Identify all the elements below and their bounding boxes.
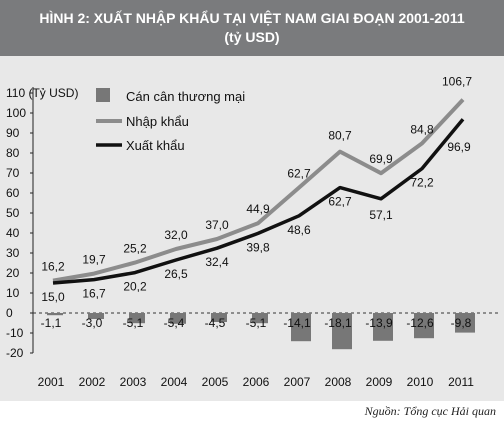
x-tick-label: 2011 (448, 375, 474, 389)
import-value-label: 84,8 (410, 122, 434, 136)
y-tick-label: 10 (6, 286, 20, 300)
import-value-label: 19,7 (82, 253, 106, 267)
legend-swatch-balance (96, 88, 110, 102)
export-value-label: 26,5 (164, 267, 188, 281)
chart-svg: -20 -10 0 10 20 30 40 50 60 70 80 90 100 110 (Tỷ USD)… (6, 75, 500, 389)
balance-bar-label: -12,6 (406, 316, 434, 330)
y-tick-label: 80 (6, 146, 20, 160)
y-tick-label: 30 (6, 246, 20, 260)
legend-label: Nhập khẩu (126, 114, 189, 129)
balance-bar-label: -5,4 (164, 316, 185, 330)
chart-subtitle: (tỷ USD) (224, 29, 280, 45)
export-line (52, 118, 465, 285)
balance-bar-label: -3,0 (82, 316, 103, 330)
balance-bar (252, 313, 268, 324)
export-value-label: 15,0 (41, 290, 65, 304)
balance-bar (88, 313, 104, 319)
balance-bar-label: -14,1 (283, 316, 311, 330)
y-tick-label: -10 (6, 326, 24, 340)
balance-bar (455, 313, 475, 333)
balance-bar (129, 313, 145, 324)
y-tick-label: -20 (6, 346, 24, 360)
y-tick-label: 90 (6, 126, 20, 140)
x-tick-label: 2005 (202, 375, 229, 389)
x-tick-label: 2004 (161, 375, 188, 389)
import-value-label: 106,7 (442, 75, 472, 89)
export-value-label: 20,2 (123, 280, 147, 294)
balance-bar-label: -1,1 (41, 316, 62, 330)
balance-bar-label: -13,9 (365, 316, 393, 330)
x-tick-label: 2009 (366, 375, 393, 389)
balance-bar-label: -5,1 (123, 316, 144, 330)
import-value-label: 80,7 (328, 129, 352, 143)
x-tick-label: 2002 (79, 375, 106, 389)
y-tick-label: 50 (6, 206, 20, 220)
balance-bar (47, 313, 63, 316)
import-value-label: 44,9 (246, 202, 270, 216)
export-value-label: 16,7 (82, 287, 106, 301)
balance-bar-label: -4,5 (205, 316, 226, 330)
legend-label: Xuất khẩu (126, 138, 185, 153)
x-tick-label: 2007 (284, 375, 311, 389)
export-value-label: 32,4 (205, 255, 229, 269)
import-value-label: 37,0 (205, 218, 229, 232)
y-tick-label: 20 (6, 266, 20, 280)
source-note: Nguồn: Tổng cục Hải quan (364, 404, 496, 418)
y-tick-label: 60 (6, 186, 20, 200)
y-tick-label: 100 (6, 106, 26, 120)
chart-header: HÌNH 2: XUẤT NHẬP KHẨU TẠI VIỆT NAM GIAI… (0, 0, 504, 56)
import-value-label: 69,9 (369, 152, 393, 166)
legend-label: Cán cân thương mại (126, 89, 245, 104)
balance-bar-label: -18,1 (324, 316, 352, 330)
export-value-label: 39,8 (246, 240, 270, 254)
export-value-label: 57,1 (369, 208, 393, 222)
balance-bar-label: -9,8 (451, 316, 472, 330)
y-tick-label: 70 (6, 166, 20, 180)
export-value-label: 48,6 (287, 223, 311, 237)
import-value-label: 62,7 (287, 167, 311, 181)
export-value-label: 72,2 (410, 176, 434, 190)
balance-bar (170, 313, 186, 324)
x-tick-label: 2010 (407, 375, 434, 389)
balance-bar-label: -5,1 (246, 316, 267, 330)
import-value-label: 16,2 (41, 260, 65, 274)
export-value-label: 62,7 (328, 195, 352, 209)
y-tick-label: 40 (6, 226, 20, 240)
x-tick-label: 2008 (325, 375, 352, 389)
balance-bar (291, 313, 311, 342)
balance-bar (211, 313, 227, 322)
import-value-label: 25,2 (123, 242, 147, 256)
import-line (52, 98, 465, 283)
x-tick-label: 2003 (120, 375, 147, 389)
x-tick-label: 2001 (38, 375, 65, 389)
balance-bar (414, 313, 434, 339)
y-tick-label: 110 (Tỷ USD) (6, 86, 78, 100)
import-value-label: 32,0 (164, 228, 188, 242)
export-value-label: 96,9 (447, 140, 471, 154)
plot-area: -20 -10 0 10 20 30 40 50 60 70 80 90 100 110 (Tỷ USD)… (0, 56, 504, 401)
balance-bar (332, 313, 352, 350)
y-tick-label: 0 (6, 306, 13, 320)
balance-bar (373, 313, 393, 341)
x-tick-label: 2006 (243, 375, 270, 389)
chart-title: HÌNH 2: XUẤT NHẬP KHẨU TẠI VIỆT NAM GIAI… (39, 10, 465, 26)
